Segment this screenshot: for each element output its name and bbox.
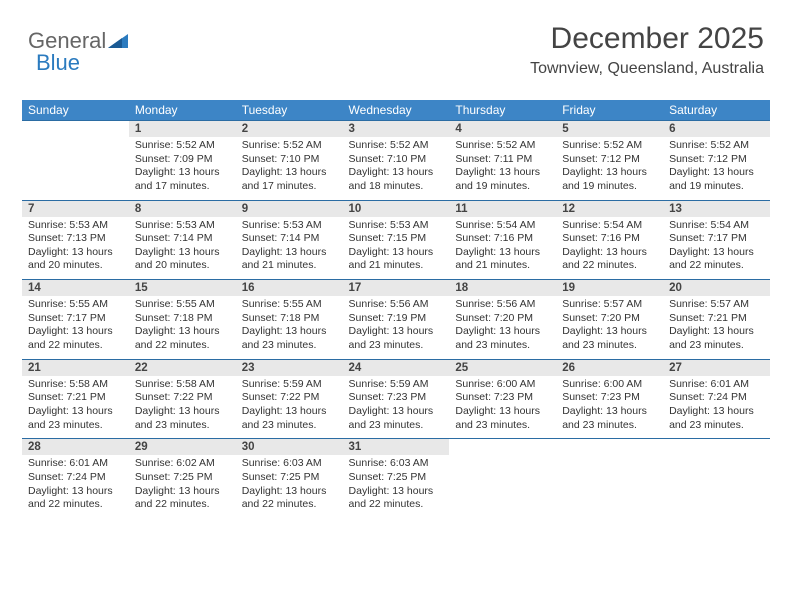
day-number-cell [449, 439, 556, 456]
day-number-row: 28293031 [22, 439, 770, 456]
day-number-cell: 4 [449, 121, 556, 138]
day-content-cell: Sunrise: 5:55 AMSunset: 7:17 PMDaylight:… [22, 296, 129, 359]
day-number-cell: 5 [556, 121, 663, 138]
day-content-cell: Sunrise: 5:59 AMSunset: 7:23 PMDaylight:… [343, 376, 450, 439]
day-content-cell: Sunrise: 5:57 AMSunset: 7:21 PMDaylight:… [663, 296, 770, 359]
day-content-row: Sunrise: 6:01 AMSunset: 7:24 PMDaylight:… [22, 455, 770, 518]
day-content-cell: Sunrise: 6:00 AMSunset: 7:23 PMDaylight:… [556, 376, 663, 439]
day-number-cell: 28 [22, 439, 129, 456]
day-number-cell: 3 [343, 121, 450, 138]
day-number-cell [663, 439, 770, 456]
day-number-cell: 19 [556, 280, 663, 297]
day-number-cell: 30 [236, 439, 343, 456]
day-content-cell: Sunrise: 5:52 AMSunset: 7:09 PMDaylight:… [129, 137, 236, 200]
day-content-cell: Sunrise: 5:52 AMSunset: 7:11 PMDaylight:… [449, 137, 556, 200]
day-number-cell: 18 [449, 280, 556, 297]
day-content-cell: Sunrise: 5:56 AMSunset: 7:19 PMDaylight:… [343, 296, 450, 359]
location-subtitle: Townview, Queensland, Australia [530, 60, 764, 78]
weekday-header: Monday [129, 100, 236, 121]
day-content-cell: Sunrise: 5:53 AMSunset: 7:14 PMDaylight:… [129, 217, 236, 280]
weekday-header: Wednesday [343, 100, 450, 121]
day-number-row: 78910111213 [22, 200, 770, 217]
day-number-row: 123456 [22, 121, 770, 138]
day-number-cell [556, 439, 663, 456]
day-content-cell: Sunrise: 5:58 AMSunset: 7:22 PMDaylight:… [129, 376, 236, 439]
weekday-header-row: SundayMondayTuesdayWednesdayThursdayFrid… [22, 100, 770, 121]
weekday-header: Sunday [22, 100, 129, 121]
day-content-cell: Sunrise: 5:54 AMSunset: 7:17 PMDaylight:… [663, 217, 770, 280]
calendar-table: SundayMondayTuesdayWednesdayThursdayFrid… [22, 100, 770, 518]
logo-text-2: Blue [36, 50, 80, 76]
weekday-header: Friday [556, 100, 663, 121]
day-content-row: Sunrise: 5:58 AMSunset: 7:21 PMDaylight:… [22, 376, 770, 439]
day-number-row: 14151617181920 [22, 280, 770, 297]
day-number-cell: 13 [663, 200, 770, 217]
day-number-cell: 29 [129, 439, 236, 456]
day-number-cell: 20 [663, 280, 770, 297]
day-number-cell: 1 [129, 121, 236, 138]
weekday-header: Thursday [449, 100, 556, 121]
day-content-row: Sunrise: 5:53 AMSunset: 7:13 PMDaylight:… [22, 217, 770, 280]
day-content-cell: Sunrise: 6:01 AMSunset: 7:24 PMDaylight:… [663, 376, 770, 439]
day-content-cell: Sunrise: 6:01 AMSunset: 7:24 PMDaylight:… [22, 455, 129, 518]
day-content-cell: Sunrise: 5:52 AMSunset: 7:10 PMDaylight:… [236, 137, 343, 200]
day-content-cell: Sunrise: 5:52 AMSunset: 7:10 PMDaylight:… [343, 137, 450, 200]
day-number-cell: 22 [129, 359, 236, 376]
day-content-cell: Sunrise: 5:58 AMSunset: 7:21 PMDaylight:… [22, 376, 129, 439]
day-content-cell: Sunrise: 5:53 AMSunset: 7:15 PMDaylight:… [343, 217, 450, 280]
day-content-cell: Sunrise: 6:02 AMSunset: 7:25 PMDaylight:… [129, 455, 236, 518]
day-number-cell: 21 [22, 359, 129, 376]
day-number-cell: 14 [22, 280, 129, 297]
weekday-header: Saturday [663, 100, 770, 121]
day-number-cell: 17 [343, 280, 450, 297]
day-content-row: Sunrise: 5:55 AMSunset: 7:17 PMDaylight:… [22, 296, 770, 359]
day-content-cell: Sunrise: 5:52 AMSunset: 7:12 PMDaylight:… [556, 137, 663, 200]
day-content-row: Sunrise: 5:52 AMSunset: 7:09 PMDaylight:… [22, 137, 770, 200]
day-content-cell: Sunrise: 5:56 AMSunset: 7:20 PMDaylight:… [449, 296, 556, 359]
day-content-cell: Sunrise: 6:00 AMSunset: 7:23 PMDaylight:… [449, 376, 556, 439]
day-content-cell: Sunrise: 5:53 AMSunset: 7:14 PMDaylight:… [236, 217, 343, 280]
day-content-cell: Sunrise: 5:57 AMSunset: 7:20 PMDaylight:… [556, 296, 663, 359]
day-number-cell: 11 [449, 200, 556, 217]
day-content-cell: Sunrise: 5:59 AMSunset: 7:22 PMDaylight:… [236, 376, 343, 439]
day-number-cell: 27 [663, 359, 770, 376]
day-number-row: 21222324252627 [22, 359, 770, 376]
logo-triangle-icon [108, 28, 128, 54]
day-number-cell: 9 [236, 200, 343, 217]
day-number-cell: 10 [343, 200, 450, 217]
day-content-cell: Sunrise: 5:53 AMSunset: 7:13 PMDaylight:… [22, 217, 129, 280]
day-content-cell: Sunrise: 5:55 AMSunset: 7:18 PMDaylight:… [129, 296, 236, 359]
day-number-cell: 7 [22, 200, 129, 217]
weekday-header: Tuesday [236, 100, 343, 121]
day-content-cell [556, 455, 663, 518]
day-number-cell: 24 [343, 359, 450, 376]
day-content-cell: Sunrise: 5:52 AMSunset: 7:12 PMDaylight:… [663, 137, 770, 200]
day-number-cell: 12 [556, 200, 663, 217]
day-content-cell: Sunrise: 6:03 AMSunset: 7:25 PMDaylight:… [236, 455, 343, 518]
day-content-cell [22, 137, 129, 200]
day-number-cell: 25 [449, 359, 556, 376]
day-content-cell: Sunrise: 5:54 AMSunset: 7:16 PMDaylight:… [449, 217, 556, 280]
day-number-cell: 2 [236, 121, 343, 138]
day-number-cell: 23 [236, 359, 343, 376]
day-content-cell [449, 455, 556, 518]
day-content-cell: Sunrise: 6:03 AMSunset: 7:25 PMDaylight:… [343, 455, 450, 518]
day-number-cell: 15 [129, 280, 236, 297]
day-number-cell: 8 [129, 200, 236, 217]
month-title: December 2025 [530, 22, 764, 56]
day-content-cell: Sunrise: 5:55 AMSunset: 7:18 PMDaylight:… [236, 296, 343, 359]
day-number-cell: 16 [236, 280, 343, 297]
day-number-cell: 26 [556, 359, 663, 376]
header: December 2025 Townview, Queensland, Aust… [530, 22, 764, 78]
day-number-cell [22, 121, 129, 138]
day-number-cell: 31 [343, 439, 450, 456]
day-content-cell [663, 455, 770, 518]
day-number-cell: 6 [663, 121, 770, 138]
day-content-cell: Sunrise: 5:54 AMSunset: 7:16 PMDaylight:… [556, 217, 663, 280]
